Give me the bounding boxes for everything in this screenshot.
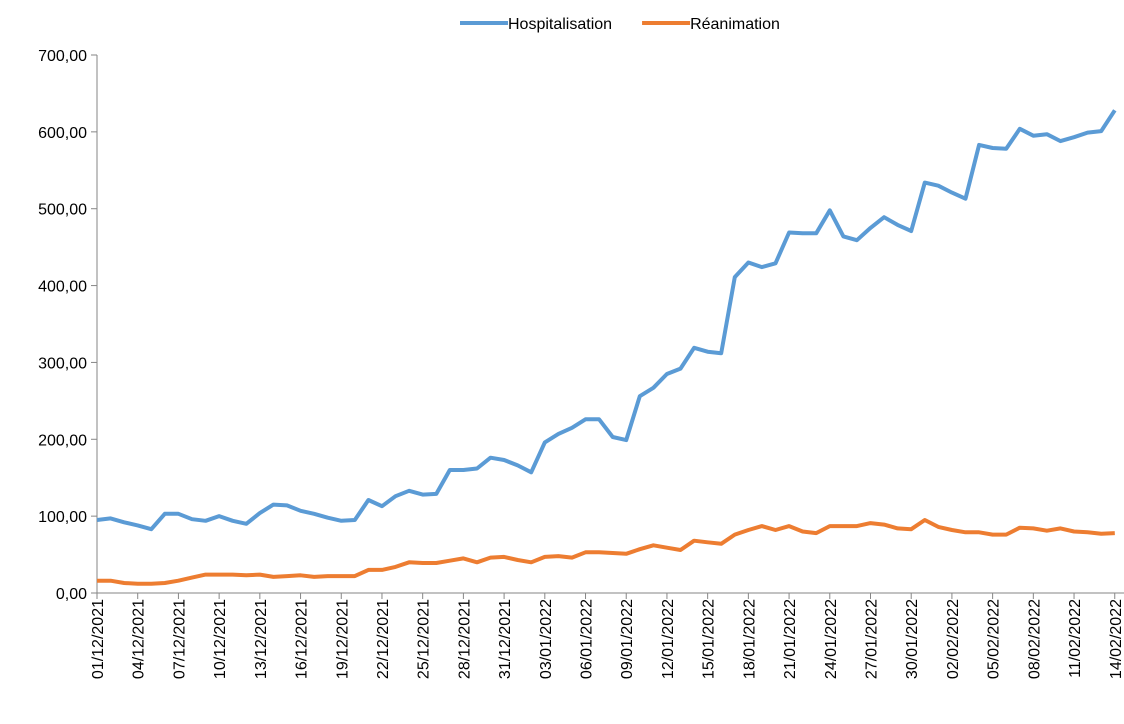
x-tick-label: 22/12/2021: [375, 599, 392, 679]
y-tick-label: 100,00: [38, 509, 87, 526]
line-series: [97, 518, 1115, 586]
x-tick-label: 02/02/2022: [945, 599, 962, 679]
y-tick-label: 500,00: [38, 202, 87, 219]
line-series: [96, 109, 1117, 532]
x-tick-label: 19/12/2021: [334, 599, 351, 679]
x-tick-label: 06/01/2022: [579, 599, 596, 679]
x-tick-label: 08/02/2022: [1026, 599, 1043, 679]
x-tick-label: 14/02/2022: [1108, 599, 1124, 679]
x-tick-label: 03/01/2022: [538, 599, 555, 679]
x-tick-label: 05/02/2022: [986, 599, 1003, 679]
legend-label: Hospitalisation: [508, 16, 612, 33]
legend-label: Réanimation: [690, 16, 780, 33]
x-tick-label: 07/12/2021: [171, 599, 188, 679]
x-tick-label: 25/12/2021: [416, 599, 433, 679]
y-tick-label: 600,00: [38, 125, 87, 142]
y-tick-label: 700,00: [38, 48, 87, 65]
y-tick-label: 200,00: [38, 432, 87, 449]
y-tick-label: 300,00: [38, 355, 87, 372]
x-tick-label: 24/01/2022: [823, 599, 840, 679]
x-tick-label: 13/12/2021: [253, 599, 270, 679]
x-tick-label: 11/02/2022: [1067, 599, 1084, 678]
x-tick-label: 04/12/2021: [131, 599, 148, 679]
x-tick-label: 27/01/2022: [863, 599, 880, 679]
y-tick-label: 400,00: [38, 279, 87, 296]
x-tick-label: 30/01/2022: [904, 599, 921, 679]
y-tick-label: 0,00: [56, 586, 87, 603]
x-tick-label: 15/01/2022: [701, 599, 718, 679]
x-tick-label: 10/12/2021: [212, 599, 229, 679]
x-tick-label: 21/01/2022: [782, 599, 799, 679]
x-tick-label: 16/12/2021: [294, 599, 311, 679]
x-tick-label: 01/12/2021: [90, 599, 107, 679]
x-tick-label: 12/01/2022: [660, 599, 677, 679]
x-tick-label: 18/01/2022: [741, 599, 758, 679]
x-tick-label: 09/01/2022: [619, 599, 636, 679]
x-tick-label: 31/12/2021: [497, 599, 514, 679]
x-tick-label: 28/12/2021: [456, 599, 473, 679]
